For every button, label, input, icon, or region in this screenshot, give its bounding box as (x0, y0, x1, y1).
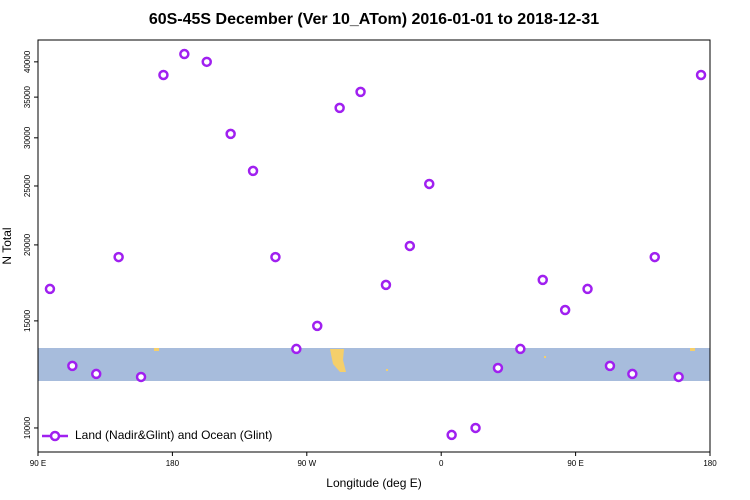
x-tick-label: 90 E (30, 459, 46, 468)
point (446, 429, 457, 441)
y-tick-label: 20000 (23, 233, 32, 256)
land-shape (690, 348, 695, 351)
point (270, 251, 281, 263)
legend-label: Land (Nadir&Glint) and Ocean (Glint) (75, 428, 272, 442)
point (627, 368, 638, 380)
land-shape (330, 349, 346, 372)
y-tick-label: 30000 (23, 126, 32, 149)
point (424, 178, 435, 190)
point (90, 368, 102, 380)
chart-title: 60S-45S December (Ver 10_ATom) 2016-01-0… (149, 11, 599, 28)
plot-frame (37, 39, 711, 453)
land (154, 348, 695, 372)
point (291, 343, 302, 355)
y-tick-label: 40000 (23, 50, 32, 73)
x-tick-label: 180 (703, 459, 717, 468)
land-shape (154, 348, 159, 351)
point (673, 371, 684, 383)
point (355, 86, 366, 98)
point (158, 69, 169, 81)
y-tick-label: 10000 (23, 416, 32, 439)
point (649, 251, 660, 263)
point (44, 283, 56, 295)
point (515, 343, 526, 355)
point (559, 304, 571, 316)
ocean-band (38, 348, 710, 381)
point (247, 165, 259, 177)
point (695, 69, 707, 81)
legend-marker (49, 430, 61, 442)
point (179, 48, 190, 60)
point (113, 251, 124, 263)
y-tick-label: 15000 (23, 309, 32, 332)
point (201, 56, 212, 68)
point (604, 360, 616, 372)
point (404, 240, 416, 252)
point (537, 274, 548, 286)
point (582, 283, 593, 295)
point (225, 128, 236, 140)
y-axis-label: N Total (0, 227, 14, 264)
x-axis-label: Longitude (deg E) (326, 476, 421, 490)
x-tick-label: 0 (439, 459, 444, 468)
point (492, 362, 504, 374)
x-tick-label: 90 E (567, 459, 583, 468)
x-tick-label: 90 W (297, 459, 316, 468)
land-shape (544, 356, 546, 358)
land-shape (386, 369, 388, 371)
point (380, 279, 392, 291)
y-tick-label: 25000 (23, 174, 32, 197)
x-tick-label: 180 (166, 459, 180, 468)
y-tick-label: 35000 (23, 85, 32, 108)
point (334, 102, 345, 114)
point (67, 360, 78, 372)
point (470, 422, 481, 434)
point (312, 320, 323, 332)
point (135, 371, 147, 383)
